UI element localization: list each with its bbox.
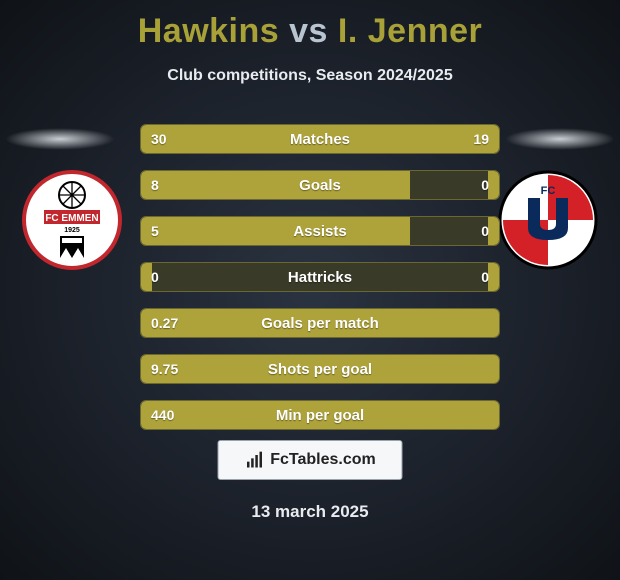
stat-bar-row: 0.27Goals per match xyxy=(140,308,500,338)
stat-bars-container: 3019Matches 80Goals 50Assists 00Hattricks 0.… xyxy=(140,124,500,446)
stat-bar-row: 50Assists xyxy=(140,216,500,246)
bar-label: Min per goal xyxy=(141,401,499,429)
stat-bar-row: 440Min per goal xyxy=(140,400,500,430)
subtitle: Club competitions, Season 2024/2025 xyxy=(0,67,620,85)
player2-name: I. Jenner xyxy=(338,12,482,50)
footer-brand-box[interactable]: FcTables.com xyxy=(218,440,403,480)
bar-label: Shots per goal xyxy=(141,355,499,383)
fc-emmen-logo-icon: FC EMMEN 1925 xyxy=(22,170,122,270)
team-logo-right: FC xyxy=(498,170,598,270)
team-logo-left: FC EMMEN 1925 xyxy=(22,170,122,270)
stat-bar-row: 3019Matches xyxy=(140,124,500,154)
stat-bar-row: 80Goals xyxy=(140,170,500,200)
bar-label: Goals per match xyxy=(141,309,499,337)
logo-shadow-left xyxy=(5,128,115,150)
fc-utrecht-logo-icon: FC xyxy=(498,170,598,270)
svg-text:FC: FC xyxy=(541,185,556,197)
svg-text:FC EMMEN: FC EMMEN xyxy=(45,213,98,224)
bar-label: Assists xyxy=(141,217,499,245)
svg-text:1925: 1925 xyxy=(64,227,80,234)
bar-label: Matches xyxy=(141,125,499,153)
logo-shadow-right xyxy=(505,128,615,150)
player1-name: Hawkins xyxy=(138,12,279,50)
stat-bar-row: 00Hattricks xyxy=(140,262,500,292)
bar-label: Hattricks xyxy=(141,263,499,291)
stat-bar-row: 9.75Shots per goal xyxy=(140,354,500,384)
footer-brand-text: FcTables.com xyxy=(270,451,376,469)
chart-icon xyxy=(244,450,264,470)
bar-label: Goals xyxy=(141,171,499,199)
comparison-title: Hawkins vs I. Jenner xyxy=(0,0,620,51)
date-text: 13 march 2025 xyxy=(0,502,620,522)
vs-text: vs xyxy=(289,12,328,50)
